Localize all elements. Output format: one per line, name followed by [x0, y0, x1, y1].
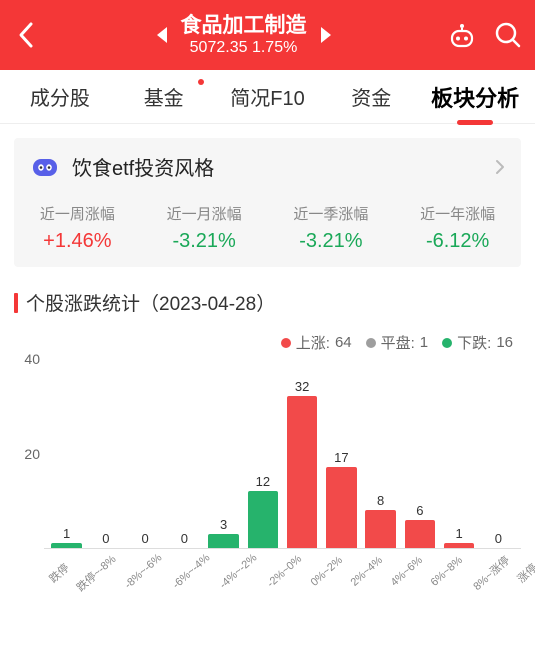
bar: [248, 491, 279, 548]
bar-slot-0: 1: [48, 526, 85, 548]
x-label: -8%~-6%: [122, 552, 167, 594]
x-label: 跌停~-8%: [73, 551, 119, 595]
x-label: 2%~4%: [348, 554, 387, 591]
bar-value-label: 0: [495, 531, 502, 546]
tab-3[interactable]: 资金: [319, 82, 423, 111]
x-label: -4%~-2%: [218, 552, 263, 594]
y-tick: 20: [24, 446, 40, 462]
header-subtitle: 5072.35 1.75%: [181, 38, 307, 57]
stat-label: 近一月涨幅: [141, 203, 268, 224]
assistant-icon[interactable]: [447, 20, 477, 50]
bar-value-label: 0: [181, 531, 188, 546]
stat-value: -3.21%: [268, 230, 395, 253]
chevron-right-icon: [495, 159, 505, 175]
stat-2: 近一季涨幅 -3.21%: [268, 203, 395, 253]
chart-legend: 上涨: 64 平盘: 1 下跌: 16: [14, 332, 521, 353]
x-label: 6%~8%: [429, 554, 468, 591]
bar-slot-11: 0: [480, 531, 517, 548]
bot-icon: [30, 155, 60, 179]
tab-2[interactable]: 简况F10: [216, 82, 320, 111]
tab-0[interactable]: 成分股: [8, 82, 112, 111]
bar-value-label: 12: [256, 474, 270, 489]
bar-value-label: 17: [334, 450, 348, 465]
legend-down: 下跌: 16: [442, 332, 513, 353]
bar-value-label: 3: [220, 517, 227, 532]
bar-slot-5: 12: [244, 474, 281, 548]
bar: [208, 534, 239, 548]
stat-value: -6.12%: [394, 230, 521, 253]
stat-1: 近一月涨幅 -3.21%: [141, 203, 268, 253]
stats-row: 近一周涨幅+1.46%近一月涨幅-3.21%近一季涨幅-3.21%近一年涨幅-6…: [14, 195, 521, 267]
bar-slot-1: 0: [87, 531, 124, 548]
x-label: -2%~0%: [265, 553, 307, 593]
tab-1[interactable]: 基金: [112, 82, 216, 111]
app-header: 食品加工制造 5072.35 1.75%: [0, 0, 535, 70]
bar: [326, 467, 357, 548]
tab-bar: 成分股基金简况F10资金板块分析: [0, 70, 535, 124]
bar-slot-6: 32: [284, 379, 321, 548]
bar-slot-3: 0: [166, 531, 203, 548]
bar-chart: 4020 100031232178610 跌停跌停~-8%-8%~-6%-6%~…: [14, 359, 521, 599]
etf-style-row[interactable]: 饮食etf投资风格: [14, 138, 521, 195]
back-icon[interactable]: [12, 21, 40, 49]
bar-value-label: 1: [456, 526, 463, 541]
x-label: 0%~2%: [308, 554, 347, 591]
bar-value-label: 8: [377, 493, 384, 508]
bar: [365, 510, 396, 548]
header-center: 食品加工制造 5072.35 1.75%: [40, 13, 447, 57]
bar: [444, 543, 475, 548]
etf-style-card: 饮食etf投资风格 近一周涨幅+1.46%近一月涨幅-3.21%近一季涨幅-3.…: [14, 138, 521, 267]
bar-slot-10: 1: [441, 526, 478, 548]
bar-value-label: 32: [295, 379, 309, 394]
bar-value-label: 1: [63, 526, 70, 541]
stat-label: 近一年涨幅: [394, 203, 521, 224]
bar-slot-9: 6: [401, 503, 438, 549]
bar-value-label: 6: [416, 503, 423, 518]
bar: [51, 543, 82, 548]
stat-0: 近一周涨幅 +1.46%: [14, 203, 141, 253]
stat-value: +1.46%: [14, 230, 141, 253]
tab-4[interactable]: 板块分析: [423, 81, 527, 113]
x-label: 跌停: [45, 560, 72, 587]
bar: [287, 396, 318, 548]
next-sector-icon[interactable]: [321, 27, 331, 43]
y-tick: 40: [24, 351, 40, 367]
x-label: 4%~6%: [389, 554, 428, 591]
header-title: 食品加工制造: [181, 13, 307, 38]
legend-flat: 平盘: 1: [366, 332, 429, 353]
stat-3: 近一年涨幅 -6.12%: [394, 203, 521, 253]
stat-label: 近一季涨幅: [268, 203, 395, 224]
bar-slot-8: 8: [362, 493, 399, 548]
stat-label: 近一周涨幅: [14, 203, 141, 224]
stat-value: -3.21%: [141, 230, 268, 253]
x-label: -6%~-4%: [170, 552, 215, 594]
legend-up: 上涨: 64: [281, 332, 352, 353]
x-label: 8%~涨停: [470, 552, 514, 594]
bar-value-label: 0: [102, 531, 109, 546]
prev-sector-icon[interactable]: [157, 27, 167, 43]
bar-value-label: 0: [142, 531, 149, 546]
search-icon[interactable]: [493, 20, 523, 50]
etf-style-title: 饮食etf投资风格: [72, 152, 483, 181]
x-label: 涨停: [513, 560, 535, 587]
bar-slot-7: 17: [323, 450, 360, 548]
bar: [405, 520, 436, 549]
section-title: 个股涨跌统计（2023-04-28）: [14, 289, 521, 316]
bar-slot-2: 0: [127, 531, 164, 548]
bar-slot-4: 3: [205, 517, 242, 548]
